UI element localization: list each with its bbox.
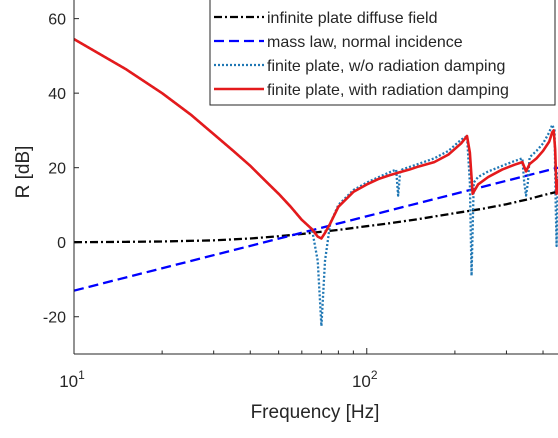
series-line-4 — [74, 38, 558, 240]
legend-box — [209, 0, 556, 106]
legend-entry: mass law, normal incidence — [267, 34, 463, 51]
legend-entry: finite plate, with radiation damping — [267, 82, 509, 99]
legend-entry: infinite plate diffuse field — [267, 10, 437, 27]
x-axis-label: Frequency [Hz] — [251, 402, 380, 423]
y-tick-label: 40 — [48, 86, 66, 103]
x-tick-label: 102 — [352, 368, 378, 391]
y-tick-label: 60 — [48, 12, 66, 29]
legend-entry: finite plate, w/o radiation damping — [267, 58, 505, 75]
series-line-1 — [74, 190, 558, 244]
series-layer — [74, 38, 558, 328]
series-line-2 — [74, 166, 558, 292]
y-tick-label: 0 — [57, 235, 66, 252]
series-line-3 — [74, 38, 558, 328]
y-axis-label: R [dB] — [13, 146, 34, 199]
legend: infinite plate diffuse field mass law, no… — [209, 0, 556, 106]
x-tick-label: 101 — [59, 368, 85, 391]
axes-layer — [73, 0, 558, 355]
y-tick-label: -20 — [43, 310, 66, 327]
y-tick-label: 20 — [48, 161, 66, 178]
